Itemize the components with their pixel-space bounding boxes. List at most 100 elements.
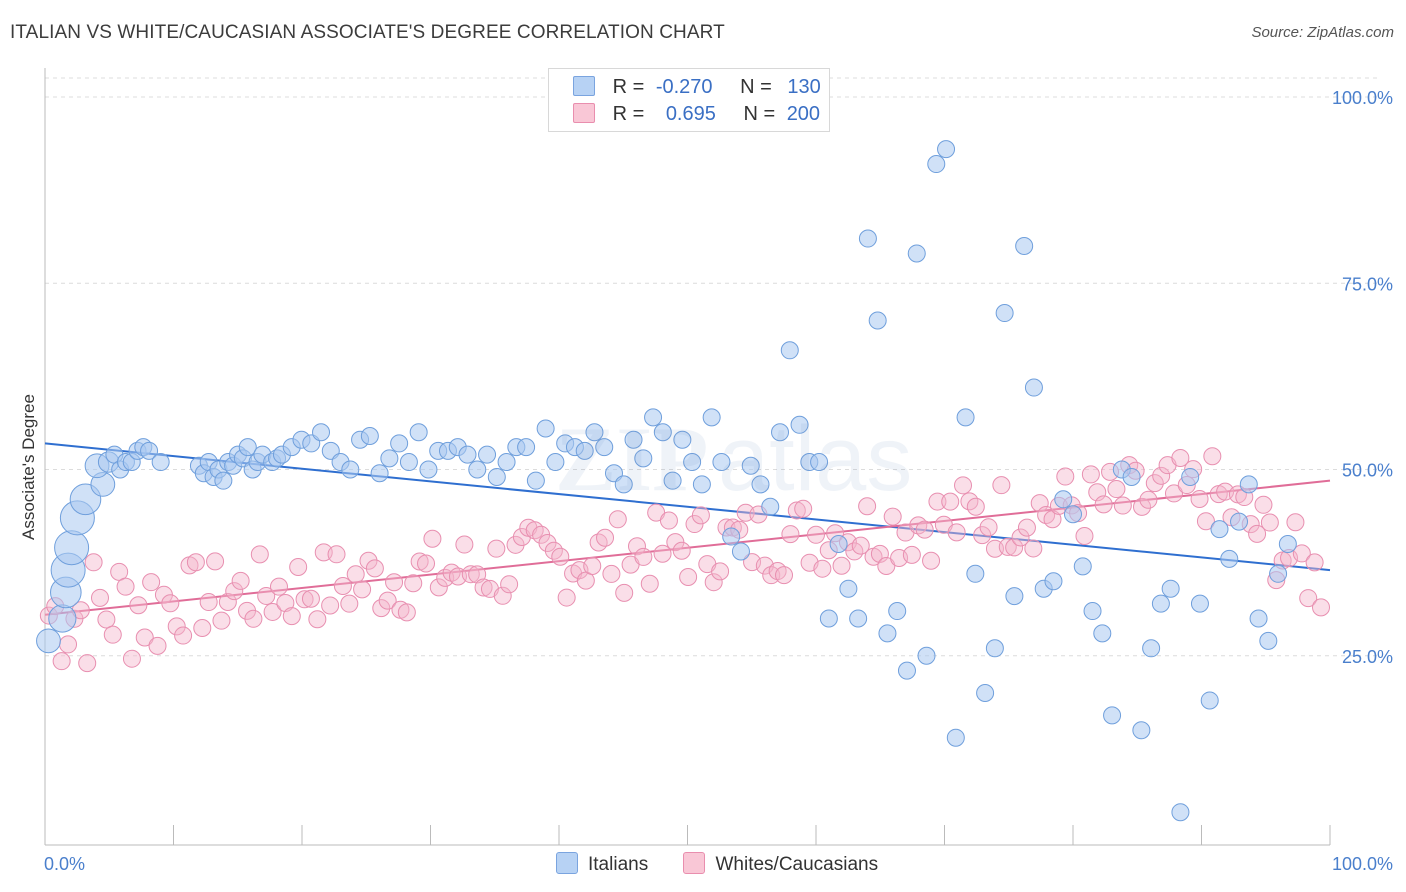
whites-point [1196, 512, 1215, 531]
whites-point [1139, 490, 1158, 509]
whites-point [52, 652, 71, 671]
italians-point [995, 304, 1014, 323]
italians-point [1024, 378, 1043, 397]
legend-n-label: N = [743, 103, 776, 125]
whites-point [1260, 513, 1279, 532]
whites-point [1005, 538, 1024, 557]
whites-point [1011, 528, 1030, 547]
italians-point [575, 441, 594, 460]
italians-point [712, 453, 731, 472]
whites-point [1312, 598, 1331, 617]
whites-point [659, 511, 678, 530]
whites-point [1056, 467, 1075, 486]
bottom-swatch-italians [556, 852, 578, 874]
bottom-legend-italians: Italians [556, 852, 648, 876]
legend-row-whites: R = 0.695 N = 200 [573, 101, 820, 127]
whites-point [455, 535, 474, 554]
italians-point [644, 408, 663, 427]
whites-point [1094, 495, 1113, 514]
whites-point [922, 551, 941, 570]
italians-point [1093, 624, 1112, 643]
whites-point [1171, 448, 1190, 467]
whites-point [174, 626, 193, 645]
italians-point [1230, 512, 1249, 531]
italians-point [1181, 467, 1200, 486]
italians-point [497, 453, 516, 472]
whites-point [806, 525, 825, 544]
legend-row-italians: R = -0.270 N = 130 [573, 74, 821, 100]
whites-point [97, 610, 116, 629]
whites-point [276, 593, 295, 612]
whites-point [372, 599, 391, 618]
whites-point [966, 497, 985, 516]
italians-point [36, 628, 61, 654]
italians-point [1064, 505, 1082, 524]
y-tick-label: 75.0% [1342, 274, 1393, 294]
whites-point [461, 565, 480, 584]
italians-point [614, 475, 633, 494]
whites-point [858, 497, 877, 516]
whites-point [340, 594, 359, 613]
whites-point [1152, 466, 1171, 485]
italians-point [1269, 564, 1288, 583]
italians-point [595, 438, 614, 457]
whites-point [78, 654, 97, 673]
watermark: ZIP atlas [555, 408, 912, 510]
italians-point [1249, 609, 1268, 628]
whites-point [116, 577, 135, 596]
italians-point [468, 460, 487, 479]
whites-point [704, 573, 723, 592]
italians-point [360, 426, 379, 445]
whites-point [691, 506, 710, 525]
whites-point [269, 577, 288, 596]
bottom-legend-italians-label: Italians [588, 854, 649, 875]
whites-point [602, 564, 621, 583]
legend-n-value: 200 [786, 103, 821, 125]
whites-point [915, 520, 934, 539]
italians-point [1161, 579, 1180, 598]
whites-point [551, 547, 570, 566]
whites-point [851, 536, 870, 555]
whites-point [333, 576, 352, 595]
whites-point [346, 565, 365, 584]
whites-point [589, 533, 608, 552]
whites-point [1113, 496, 1132, 515]
whites-point [353, 580, 372, 599]
italians-point [771, 423, 790, 442]
whites-point [263, 602, 282, 621]
italians-point [849, 609, 868, 628]
tick-labels: 100.0% 75.0% 50.0% 25.0% 0.0% 100.0% [44, 88, 1393, 874]
legend: R = -0.270 N = 130 R = 0.695 N = 200 [548, 68, 830, 132]
whites-point [397, 603, 416, 622]
italians-point [419, 460, 438, 479]
whites-point [385, 573, 404, 592]
italians-point [751, 475, 770, 494]
italians-point [1278, 535, 1297, 553]
italians-point [151, 453, 170, 472]
whites-point [1164, 484, 1183, 503]
whites-point [538, 533, 557, 552]
italians-point [731, 542, 750, 561]
italians-point [546, 453, 565, 472]
italians-point [370, 464, 389, 483]
italians-point [1054, 490, 1073, 509]
whites-point [634, 547, 653, 566]
whites-point [225, 582, 244, 601]
whites-point [167, 617, 186, 636]
italians-point [1210, 520, 1229, 539]
italians-point [341, 460, 360, 479]
italians-points [36, 140, 1297, 822]
whites-point [1248, 524, 1267, 543]
whites-point [1081, 465, 1100, 484]
whites-point [883, 507, 902, 526]
whites-point [282, 607, 301, 626]
whites-point [487, 539, 506, 558]
italians-point [761, 497, 780, 516]
whites-point [653, 544, 672, 563]
whites-point [90, 588, 109, 607]
whites-point [998, 537, 1017, 556]
whites-point [423, 529, 442, 548]
axes [44, 68, 1331, 846]
italians-point [585, 423, 604, 442]
italians-point [722, 527, 741, 546]
